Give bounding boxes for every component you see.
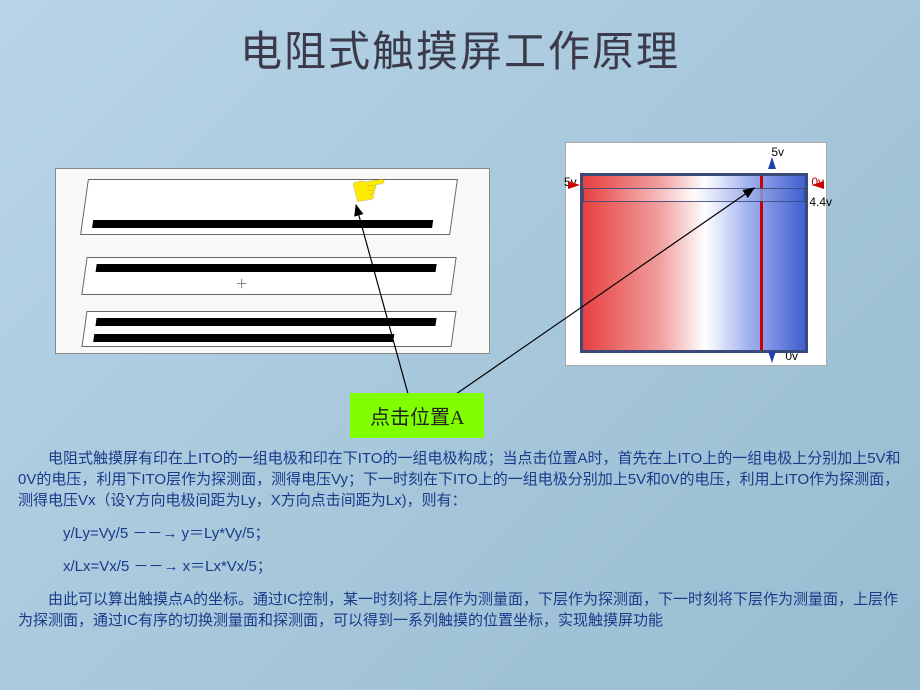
click-position-label: 点击位置A xyxy=(350,393,484,438)
paragraph-2: 由此可以算出触摸点A的坐标。通过IC控制，某一时刻将上层作为测量面，下层作为探测… xyxy=(18,589,902,631)
formula-x: x/Lx=Vx/5 －－→ x＝Lx*Vx/5； xyxy=(18,556,902,577)
electrode xyxy=(96,264,437,272)
formula-y: y/Ly=Vy/5 －－→ y＝Ly*Vy/5； xyxy=(18,523,902,544)
voltage-label-right-top: 0v xyxy=(811,175,824,189)
voltage-label-top: 5v xyxy=(771,145,784,159)
voltage-label-right-mid: 4.4v xyxy=(809,195,832,209)
paragraph-1: 电阻式触摸屏有印在上ITO的一组电极和印在下ITO的一组电极构成；当点击位置A时… xyxy=(18,448,902,511)
electrode xyxy=(93,334,394,342)
bottom-ito-layer xyxy=(81,311,456,347)
touch-vertical-line xyxy=(760,176,763,350)
top-ito-layer xyxy=(80,179,458,235)
electrode xyxy=(95,318,436,326)
electrode xyxy=(92,220,433,228)
cross-marker: + xyxy=(236,273,247,296)
touch-horizontal-band xyxy=(583,188,805,202)
voltage-label-left: 5v xyxy=(564,175,577,189)
description-text: 电阻式触摸屏有印在上ITO的一组电极和印在下ITO的一组电极构成；当点击位置A时… xyxy=(18,448,902,643)
mid-ito-layer xyxy=(81,257,456,295)
diagram-container: + ☛ 5v 5v 0v 4.4v 1.0v 0v xyxy=(0,140,920,390)
layer-diagram: + ☛ xyxy=(55,168,490,354)
hand-pointer-icon: ☛ xyxy=(347,162,393,218)
voltage-diagram: 5v 5v 0v 4.4v 1.0v 0v xyxy=(565,142,827,366)
page-title: 电阻式触摸屏工作原理 xyxy=(0,0,920,79)
voltage-gradient-box xyxy=(580,173,808,353)
